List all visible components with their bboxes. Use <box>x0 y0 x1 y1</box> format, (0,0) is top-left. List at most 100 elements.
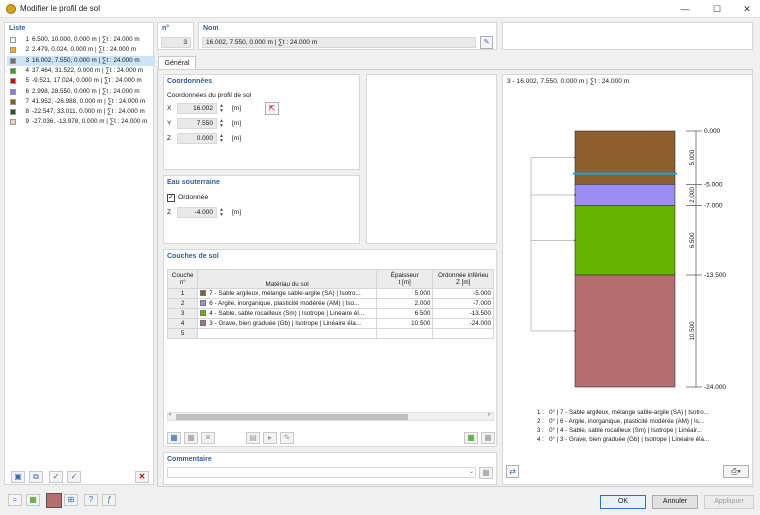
search-icon[interactable]: ⌕ <box>8 494 22 506</box>
print-icon[interactable]: ⎙▾ <box>723 465 749 478</box>
comment-dropdown-icon[interactable]: ⌄ <box>469 469 475 475</box>
layer-material-cell[interactable]: 3 - Grave, bien graduée (Gb) | Isotrope … <box>197 318 377 329</box>
list-item[interactable]: 9 -27.036, -13.978, 0.000 m | ∑t : 24.000… <box>7 117 155 127</box>
empty-row <box>167 388 494 399</box>
table-row[interactable]: 2 6 - Argile, inorganique, plasticité mod… <box>166 298 494 309</box>
pick-point-icon[interactable]: ⇱ <box>265 102 279 115</box>
horizontal-scrollbar[interactable]: ‹ › <box>167 412 494 421</box>
legend-number: 1 : <box>537 409 544 416</box>
new-item-icon[interactable]: ▣ <box>11 471 25 483</box>
numeric-input-icon[interactable]: ▦ <box>26 494 40 506</box>
uncheck-all-icon[interactable]: ✓ <box>67 471 81 483</box>
list-item-number: 7 <box>25 97 29 105</box>
comment-input[interactable] <box>167 467 476 478</box>
name-field[interactable]: 16.002, 7.550, 0.000 m | ∑t : 24.000 m <box>202 37 476 48</box>
insert-row-icon[interactable]: ▦ <box>167 432 181 444</box>
layer-bottom-ordinate[interactable]: -24.000 <box>432 318 494 329</box>
soil-layer-1 <box>574 130 676 185</box>
edit-material-icon[interactable]: ✎ <box>280 432 294 444</box>
list-item[interactable]: 2 2.479, 0.024, 0.000 m | ∑t : 24.000 m <box>7 45 155 55</box>
layer-bottom-ordinate[interactable]: -5.000 <box>432 288 494 299</box>
layer-thickness[interactable]: 10.500 <box>375 318 434 329</box>
list-item[interactable]: 8 -22.547, 33.011, 0.000 m | ∑t : 24.000 … <box>7 107 155 117</box>
layer-bottom-ordinate[interactable]: -7.000 <box>432 298 494 309</box>
name-panel: Nom 16.002, 7.550, 0.000 m | ∑t : 24.000… <box>198 22 497 50</box>
layer-material-cell[interactable]: 7 - Sable argileux, mélange sable-argile… <box>197 288 377 299</box>
groundwater-z-spin-icon[interactable]: ▲ ▼ <box>219 207 224 218</box>
color-swatch-icon <box>10 109 16 116</box>
ok-button[interactable]: OK <box>600 495 646 509</box>
y-spin-icon[interactable]: ▲ ▼ <box>219 118 224 129</box>
list-item[interactable]: 3 16.002, 7.550, 0.000 m | ∑t : 24.000 m <box>7 55 155 66</box>
close-window-button[interactable]: ✕ <box>743 4 751 14</box>
soil-layer-2 <box>574 184 676 206</box>
list-item[interactable]: 7 41.952, -26.988, 0.000 m | ∑t : 24.000 … <box>7 97 155 107</box>
profile-settings-icon[interactable]: ⇄ <box>506 465 519 478</box>
import-table-icon[interactable]: ▦ <box>481 432 495 444</box>
comment-edit-icon[interactable]: ▦ <box>479 467 493 479</box>
table-row[interactable]: 5 <box>166 328 494 339</box>
comment-panel: Commentaire ⌄ ▦ <box>163 452 497 485</box>
preview-title: 3 - 16.002, 7.550, 0.000 m | ∑t : 24.000… <box>507 78 630 85</box>
list-item[interactable]: 1 6.500, 10.000, 0.000 m | ∑t : 24.000 m <box>7 35 155 45</box>
blank-panel <box>502 22 753 50</box>
library-icon[interactable]: ▤ <box>246 432 260 444</box>
scroll-left-icon[interactable]: ‹ <box>169 412 171 418</box>
formula-icon[interactable]: ƒ <box>102 494 116 506</box>
layer-thickness[interactable]: 2.000 <box>375 298 434 309</box>
table-row[interactable]: 1 7 - Sable argileux, mélange sable-argil… <box>166 288 494 299</box>
list-item[interactable]: 5 -9.521, 17.024, 0.000 m | ∑t : 24.000 m <box>7 76 155 86</box>
layer-thickness[interactable]: 6.500 <box>375 308 434 319</box>
delete-row-icon[interactable]: ✕ <box>201 432 215 444</box>
layer-thickness[interactable]: 5.000 <box>375 288 434 299</box>
col-material-header[interactable]: Matériau du sol <box>197 269 377 289</box>
cancel-button[interactable]: Annuler <box>652 495 698 509</box>
empty-panel <box>366 74 497 244</box>
layer-material-cell[interactable] <box>197 328 377 339</box>
soil-profile-diagram: 0.000 -5.000 -7.000 -13.500 -24.000 5.000 2.00… <box>530 128 726 391</box>
layer-leader-dot <box>574 194 576 196</box>
layer-bottom-ordinate[interactable]: -13.500 <box>432 308 494 319</box>
layer-bottom-ordinate[interactable] <box>432 328 494 339</box>
scroll-right-icon[interactable]: › <box>488 412 490 418</box>
help-icon[interactable]: ? <box>84 494 98 506</box>
layer-material-cell[interactable]: 6 - Argile, inorganique, plasticité modé… <box>197 298 377 309</box>
layer-number: 5 <box>166 328 199 339</box>
z-spin-icon[interactable]: ▲ ▼ <box>219 133 224 144</box>
col-bottom-ordinate-header[interactable]: Ordonnée inférieu Z [m] <box>432 269 494 289</box>
number-field[interactable]: 3 <box>161 37 191 48</box>
maximize-button[interactable]: ☐ <box>712 4 722 14</box>
edit-name-icon[interactable]: ✎ <box>480 36 493 49</box>
z-input[interactable]: 0.000 <box>177 133 217 144</box>
layer-material-cell[interactable]: 4 - Sable, sable rocailleux (Sm) | Isotr… <box>197 308 377 319</box>
material-color-icon <box>200 290 207 297</box>
apply-button[interactable]: Appliquer <box>704 495 754 509</box>
check-all-icon[interactable]: ✓ <box>49 471 63 483</box>
export-table-icon[interactable]: ▦ <box>464 432 478 444</box>
structure-icon[interactable]: ⊞ <box>64 494 78 506</box>
col-thickness-header[interactable]: Épaisseur t [m] <box>375 269 434 289</box>
app-icon <box>6 4 16 14</box>
y-input[interactable]: 7.550 <box>177 118 217 129</box>
copy-item-icon[interactable]: ⧉ <box>29 471 43 483</box>
color-swatch[interactable] <box>46 493 62 508</box>
material-icon[interactable]: ▸ <box>263 432 277 444</box>
groundwater-z-input[interactable]: -4.000 <box>177 207 217 218</box>
table-row[interactable]: 3 4 - Sable, sable rocailleux (Sm) | Isot… <box>166 308 494 319</box>
list-item-label: 37.464, 31.522, 0.000 m | ∑t : 24.000 m <box>32 66 144 74</box>
insert-row-below-icon[interactable]: ▦ <box>184 432 198 444</box>
list-item[interactable]: 4 37.464, 31.522, 0.000 m | ∑t : 24.000 m <box>7 66 155 76</box>
tab-general[interactable]: Général <box>158 56 196 70</box>
delete-icon[interactable]: ✕ <box>135 471 149 483</box>
minimize-button[interactable]: — <box>680 4 690 14</box>
list-item[interactable]: 6 2.998, 28.550, 0.000 m | ∑t : 24.000 m <box>7 87 155 97</box>
scrollbar-thumb[interactable] <box>176 414 408 420</box>
x-spin-icon[interactable]: ▲ ▼ <box>219 103 224 114</box>
x-input[interactable]: 16.002 <box>177 103 217 114</box>
table-row[interactable]: 4 3 - Grave, bien graduée (Gb) | Isotrope… <box>166 318 494 329</box>
layer-thickness[interactable] <box>375 328 434 339</box>
legend-item: 4 : 0° | 3 - Grave, bien graduée (Gb) | … <box>537 436 709 443</box>
empty-row <box>167 378 494 389</box>
ordinate-checkbox[interactable]: ✓ <box>167 194 175 202</box>
col-layer-header[interactable]: Couche n° <box>166 269 199 289</box>
